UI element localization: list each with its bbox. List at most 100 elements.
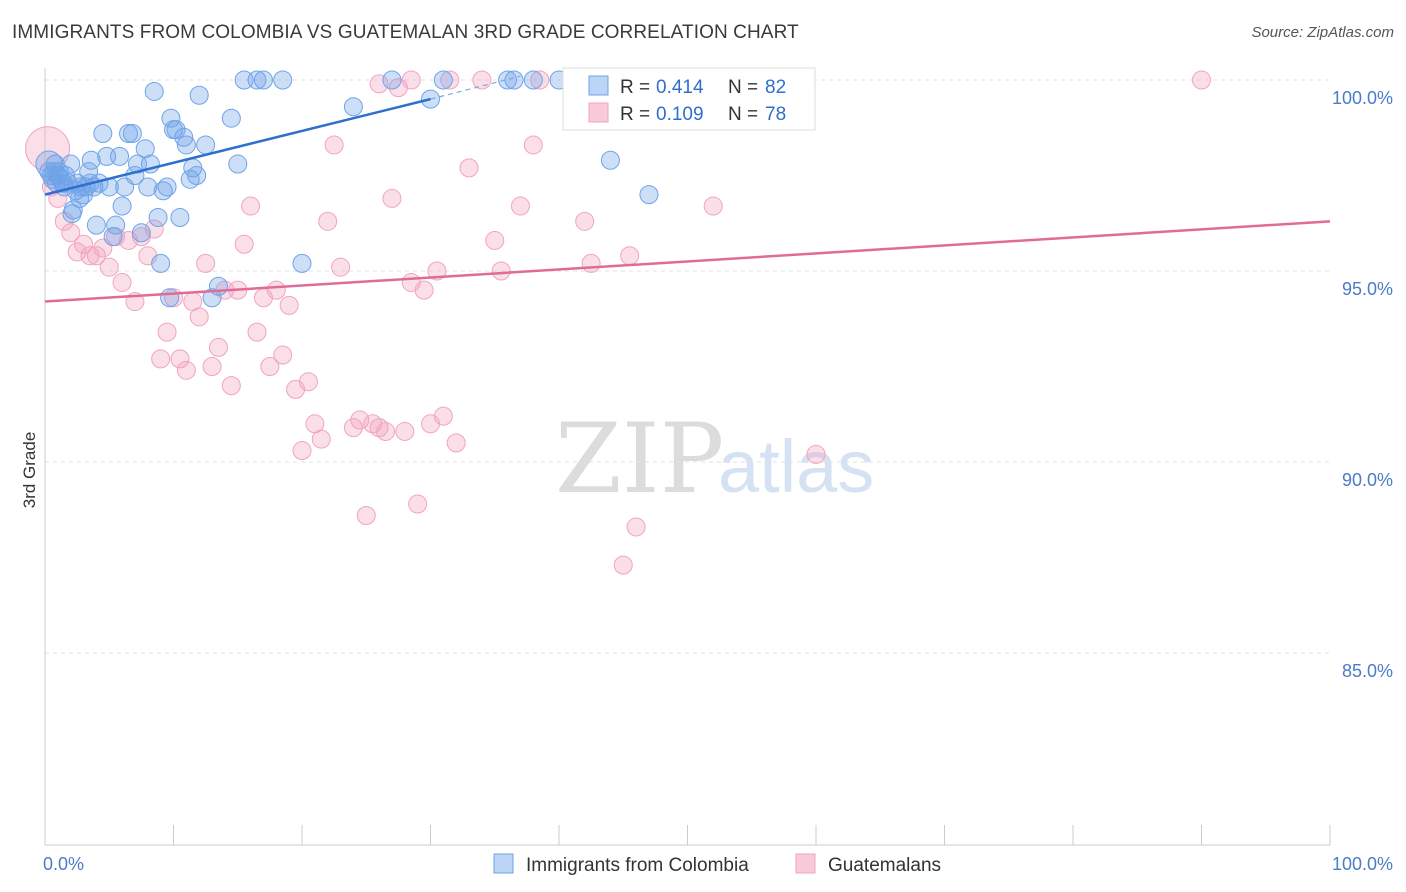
colombia-point	[93, 123, 113, 143]
colombia-point	[110, 146, 130, 166]
colombia-point	[228, 154, 248, 174]
axes	[44, 68, 1331, 846]
colombia-point	[166, 120, 186, 140]
watermark: ZIP atlas	[555, 403, 874, 515]
guatemalan-point	[86, 246, 106, 266]
colombia-point	[131, 223, 151, 243]
colombia-point	[273, 70, 293, 90]
guatemalan-point	[440, 70, 460, 90]
guatemalan-point	[221, 376, 241, 396]
guatemalan-point	[620, 246, 640, 266]
guatemalan-point	[292, 441, 312, 461]
chart-title: IMMIGRANTS FROM COLOMBIA VS GUATEMALAN 3…	[12, 22, 799, 43]
guatemalan-point	[530, 70, 550, 90]
colombia-points	[35, 70, 736, 308]
colombia-point	[639, 185, 659, 205]
guatemalan-points	[25, 70, 1211, 575]
colombia-point	[247, 70, 267, 90]
legend: R = 0.414 N = 82 R = 0.109 N = 78	[562, 67, 816, 131]
guatemalan-point	[376, 421, 396, 441]
guatemalan-point	[61, 223, 81, 243]
colombia-point	[202, 288, 222, 308]
guatemalan-point	[369, 74, 389, 94]
guatemalan-point	[491, 261, 511, 281]
colombia-point	[144, 81, 164, 101]
legend-n-value-colombia: 82	[765, 77, 786, 98]
guatemalan-point	[157, 322, 177, 342]
y-tick-label: 85.0%	[1342, 661, 1393, 681]
colombia-point	[504, 70, 524, 90]
colombia-point	[343, 97, 363, 117]
bottom-legend-label-colombia: Immigrants from Colombia	[526, 855, 749, 876]
colombia-point	[187, 166, 207, 185]
bottom-legend-label-guatemalan: Guatemalans	[828, 855, 941, 876]
colombia-point	[221, 108, 241, 128]
guatemalan-point	[806, 444, 826, 464]
colombia-point	[157, 177, 177, 197]
guatemalan-point	[485, 230, 505, 250]
guatemalan-point	[703, 196, 723, 216]
legend-swatch-colombia	[588, 75, 609, 96]
bottom-legend: Immigrants from Colombia Guatemalans	[493, 853, 941, 876]
colombia-point	[176, 135, 196, 155]
y-tick-label: 100.0%	[1332, 88, 1393, 108]
colombia-point	[122, 123, 142, 143]
colombia-point	[208, 276, 228, 296]
legend-r-value-guatemalan: 0.109	[656, 104, 704, 125]
guatemalan-point	[510, 196, 530, 216]
colombia-point	[138, 177, 158, 197]
guatemalan-point	[350, 410, 370, 430]
guatemalan-point	[356, 505, 376, 525]
guatemalan-point	[247, 322, 267, 342]
guatemalan-point	[260, 357, 280, 376]
guatemalan-point	[67, 242, 87, 262]
colombia-point	[103, 227, 123, 247]
colombia-point	[382, 70, 402, 90]
guatemalan-point	[581, 253, 601, 273]
legend-r-value-colombia: 0.414	[656, 77, 704, 98]
colombia-point	[174, 127, 194, 147]
guatemalan-point	[343, 418, 363, 438]
colombia-point	[523, 70, 543, 90]
watermark-zip: ZIP	[555, 403, 724, 515]
colombia-point	[600, 150, 620, 170]
guatemalan-point	[459, 158, 479, 178]
y-tick-label: 95.0%	[1342, 279, 1393, 299]
legend-swatch-guatemalan	[588, 102, 609, 123]
guatemalan-trend-line	[44, 220, 1331, 303]
colombia-point	[153, 181, 173, 201]
guatemalan-point	[433, 406, 453, 426]
guatemalan-point	[74, 234, 94, 254]
legend-n-label-guatemalan: N =	[728, 104, 758, 125]
colombia-point	[170, 208, 190, 228]
guatemalan-point	[234, 234, 254, 254]
legend-n-label-colombia: N =	[728, 77, 758, 98]
colombia-point	[253, 70, 273, 90]
watermark-atlas: atlas	[718, 425, 874, 508]
guatemalan-point	[446, 433, 466, 453]
guatemalan-point	[472, 70, 492, 90]
guatemalan-point	[202, 357, 222, 376]
guatemalan-point	[311, 429, 331, 449]
guatemalan-point	[279, 295, 299, 315]
trend-lines	[44, 75, 1331, 303]
guatemalan-point	[613, 555, 633, 575]
guatemalan-point	[626, 517, 646, 537]
colombia-point	[433, 70, 453, 90]
guatemalan-point	[382, 188, 402, 208]
colombia-point	[189, 85, 209, 105]
guatemalan-point	[170, 349, 190, 369]
legend-n-value-guatemalan: 78	[765, 104, 786, 125]
guatemalan-point	[575, 211, 595, 231]
guatemalan-point	[208, 337, 228, 357]
x-tick-labels: 0.0% 100.0%	[43, 854, 1393, 874]
guatemalan-point	[196, 253, 216, 273]
colombia-point	[196, 135, 216, 155]
guatemalan-point	[99, 257, 119, 277]
colombia-point	[56, 166, 76, 185]
colombia-point	[86, 215, 106, 235]
guatemalan-point	[241, 196, 261, 216]
guatemalan-point	[266, 280, 286, 300]
legend-r-label-guatemalan: R =	[620, 104, 650, 125]
